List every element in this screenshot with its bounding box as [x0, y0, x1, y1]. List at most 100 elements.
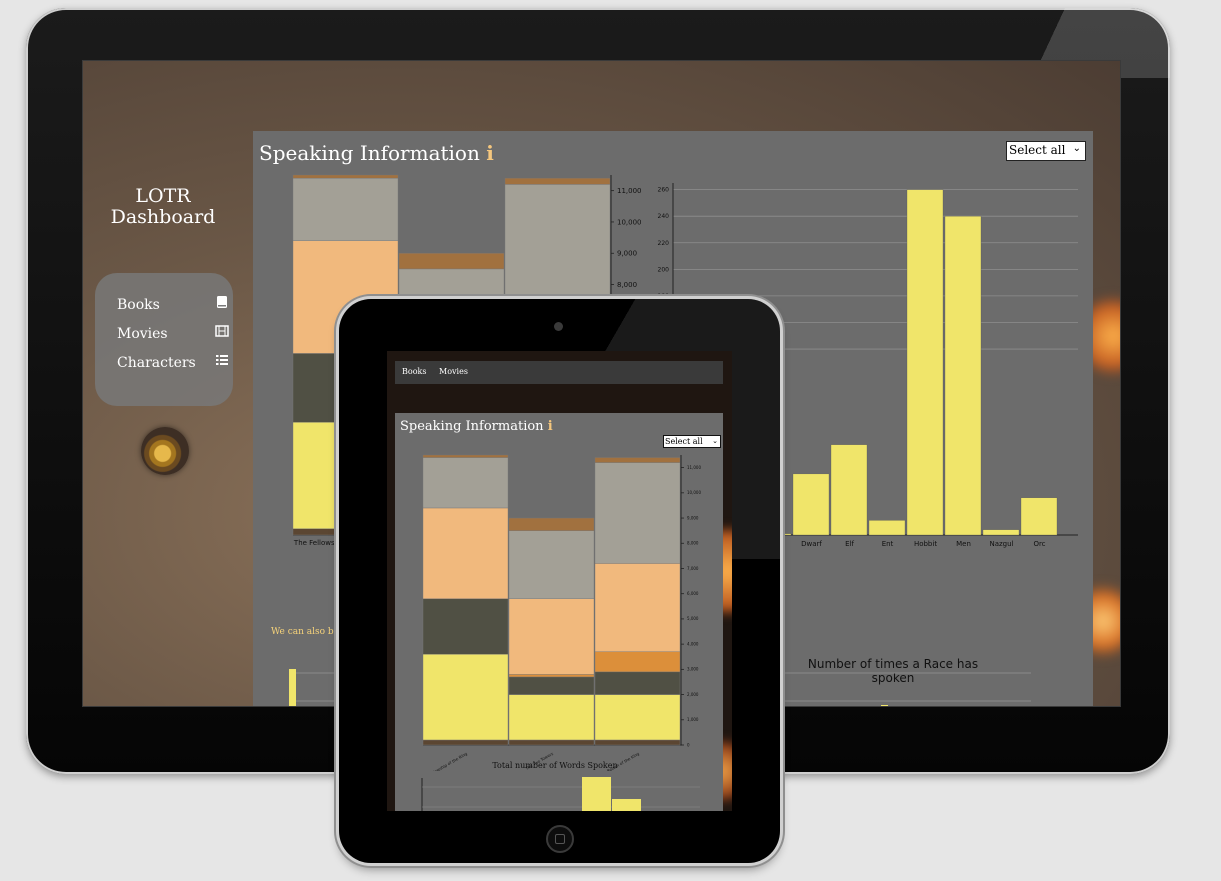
stacked-bar-segment [594, 563, 681, 652]
info-icon[interactable]: i [547, 419, 553, 434]
race-bar [1020, 497, 1058, 536]
panel-title-text: Speaking Information [259, 141, 480, 165]
y-tick-label: 220 [658, 240, 670, 247]
sidebar-item-label: Movies [117, 326, 168, 342]
stacked-bar-segment [508, 739, 595, 746]
y-tick-label: 6,000 [687, 591, 699, 596]
y-tick-label: 10,000 [617, 218, 642, 226]
stacked-bar-segment [422, 598, 509, 655]
info-icon[interactable]: i [486, 141, 494, 165]
y-tick-label: 11,000 [687, 465, 701, 470]
y-tick-label: 3,000 [687, 667, 699, 672]
desktop-screen: LOTR Dashboard Books Movies Characters S… [82, 60, 1121, 707]
tablet-frame: Books Movies Speaking Information i Sele… [339, 299, 780, 863]
x-tick-label: Ent [882, 540, 894, 548]
stacked-bar-segment [594, 651, 681, 673]
x-tick-label: Men [956, 540, 971, 548]
race-bar [906, 189, 944, 536]
y-tick-label: 180 [658, 293, 670, 300]
chevron-down-icon: ⌄ [1072, 143, 1081, 154]
y-tick-label: 8,000 [687, 541, 699, 546]
words-chart-x-axis-label: Total number of Words Spoken [492, 761, 618, 770]
stacked-bar-segment [422, 454, 509, 458]
y-tick-label: 5,000 [687, 616, 699, 621]
y-tick-label: 1,000 [687, 717, 699, 722]
race-bar [944, 216, 982, 536]
list-icon [216, 355, 228, 365]
x-tick-label: Nazgul [989, 540, 1013, 548]
stacked-bar-segment [292, 174, 399, 179]
y-tick-label: 7,000 [687, 566, 699, 571]
stacked-bar-segment [422, 507, 509, 599]
intro-text: We can also bre [271, 627, 344, 637]
stacked-bar-segment [594, 671, 681, 695]
stacked-bar-segment [508, 674, 595, 678]
tablet-words-spoken-stacked-chart: The Fellowship of the Ring The Two Towers… [419, 454, 701, 771]
stacked-bar-segment [508, 676, 595, 695]
stacked-bar-segment [508, 517, 595, 531]
panel-title-text: Speaking Information [400, 419, 544, 434]
sidebar-item-characters[interactable]: Characters [117, 351, 229, 375]
tablet-nav-item-movies[interactable]: Movies [439, 367, 468, 376]
stacked-bar-segment [594, 462, 681, 564]
tablet-select-all-dropdown[interactable]: Select all ⌄ [663, 435, 721, 448]
y-tick-label: 10,000 [687, 490, 701, 495]
x-tick-label: Dwarf [801, 540, 822, 548]
x-tick-label: Elf [845, 540, 854, 548]
stacked-bar-segment [422, 457, 509, 509]
desktop-monitor-frame: LOTR Dashboard Books Movies Characters S… [26, 8, 1170, 774]
race-spoken-bar-chart: 140160180200220240260...cDwarfElfEntHobb… [658, 183, 1078, 548]
y-tick-label: 9,000 [687, 515, 699, 520]
stacked-bar-segment [594, 739, 681, 746]
bottom-chart-bar [881, 705, 888, 706]
y-tick-label: 0 [687, 742, 690, 747]
y-tick-label: 260 [658, 187, 670, 194]
x-tick-label: Hobbit [914, 540, 937, 548]
tablet-nav-item-books[interactable]: Books [402, 367, 427, 376]
bottom-chart-bar [582, 777, 611, 811]
x-tick-label: Orc [1033, 540, 1045, 548]
y-tick-label: 4,000 [687, 641, 699, 646]
site-title-line-1: LOTR [135, 185, 191, 207]
sidebar-item-movies[interactable]: Movies [117, 322, 229, 346]
tablet-screen: Books Movies Speaking Information i Sele… [387, 351, 732, 811]
home-button[interactable] [546, 825, 574, 853]
stacked-bar-segment [292, 177, 399, 241]
site-title-line-2: Dashboard [110, 206, 216, 228]
y-tick-label: 200 [658, 266, 670, 273]
race-bar [792, 473, 830, 536]
select-all-value: Select all [1009, 143, 1066, 157]
camera-icon [554, 322, 563, 331]
stacked-bar-segment [594, 457, 681, 463]
sidebar-item-books[interactable]: Books [117, 293, 229, 317]
site-title: LOTR Dashboard [83, 186, 243, 228]
one-ring-image [141, 427, 189, 475]
race-bar [868, 520, 906, 536]
tablet-speaking-info-panel: Speaking Information i Select all ⌄ The … [395, 413, 723, 811]
stacked-bar-segment [508, 530, 595, 599]
tablet-panel-title: Speaking Information i [400, 419, 553, 434]
y-tick-label: 240 [658, 213, 670, 220]
stacked-bar-segment [508, 598, 595, 675]
y-tick-label: 8,000 [617, 281, 637, 289]
stacked-bar-segment [422, 739, 509, 746]
race-chart-x-axis-label: Number of times a Race has spoken [807, 657, 979, 685]
y-tick-label: 9,000 [617, 250, 637, 258]
select-all-dropdown[interactable]: Select all ⌄ [1006, 141, 1086, 161]
x-tick-label: The Fellowship [293, 539, 346, 547]
tablet-top-nav: Books Movies [395, 361, 723, 384]
y-tick-label: 11,000 [617, 187, 642, 195]
sidebar-item-label: Characters [117, 355, 196, 371]
film-icon [215, 325, 229, 337]
sidebar-item-label: Books [117, 297, 160, 313]
panel-title: Speaking Information i [259, 141, 494, 165]
stacked-bar-segment [422, 654, 509, 741]
race-bar [982, 529, 1020, 536]
race-bar [830, 444, 868, 536]
tablet-bottom-chart-partial [421, 777, 700, 811]
bottom-chart-bar [612, 799, 641, 811]
y-tick-label: 2,000 [687, 692, 699, 697]
chevron-down-icon: ⌄ [712, 437, 718, 445]
stacked-bar-segment [398, 253, 505, 270]
sidebar-nav: Books Movies Characters [95, 273, 233, 406]
